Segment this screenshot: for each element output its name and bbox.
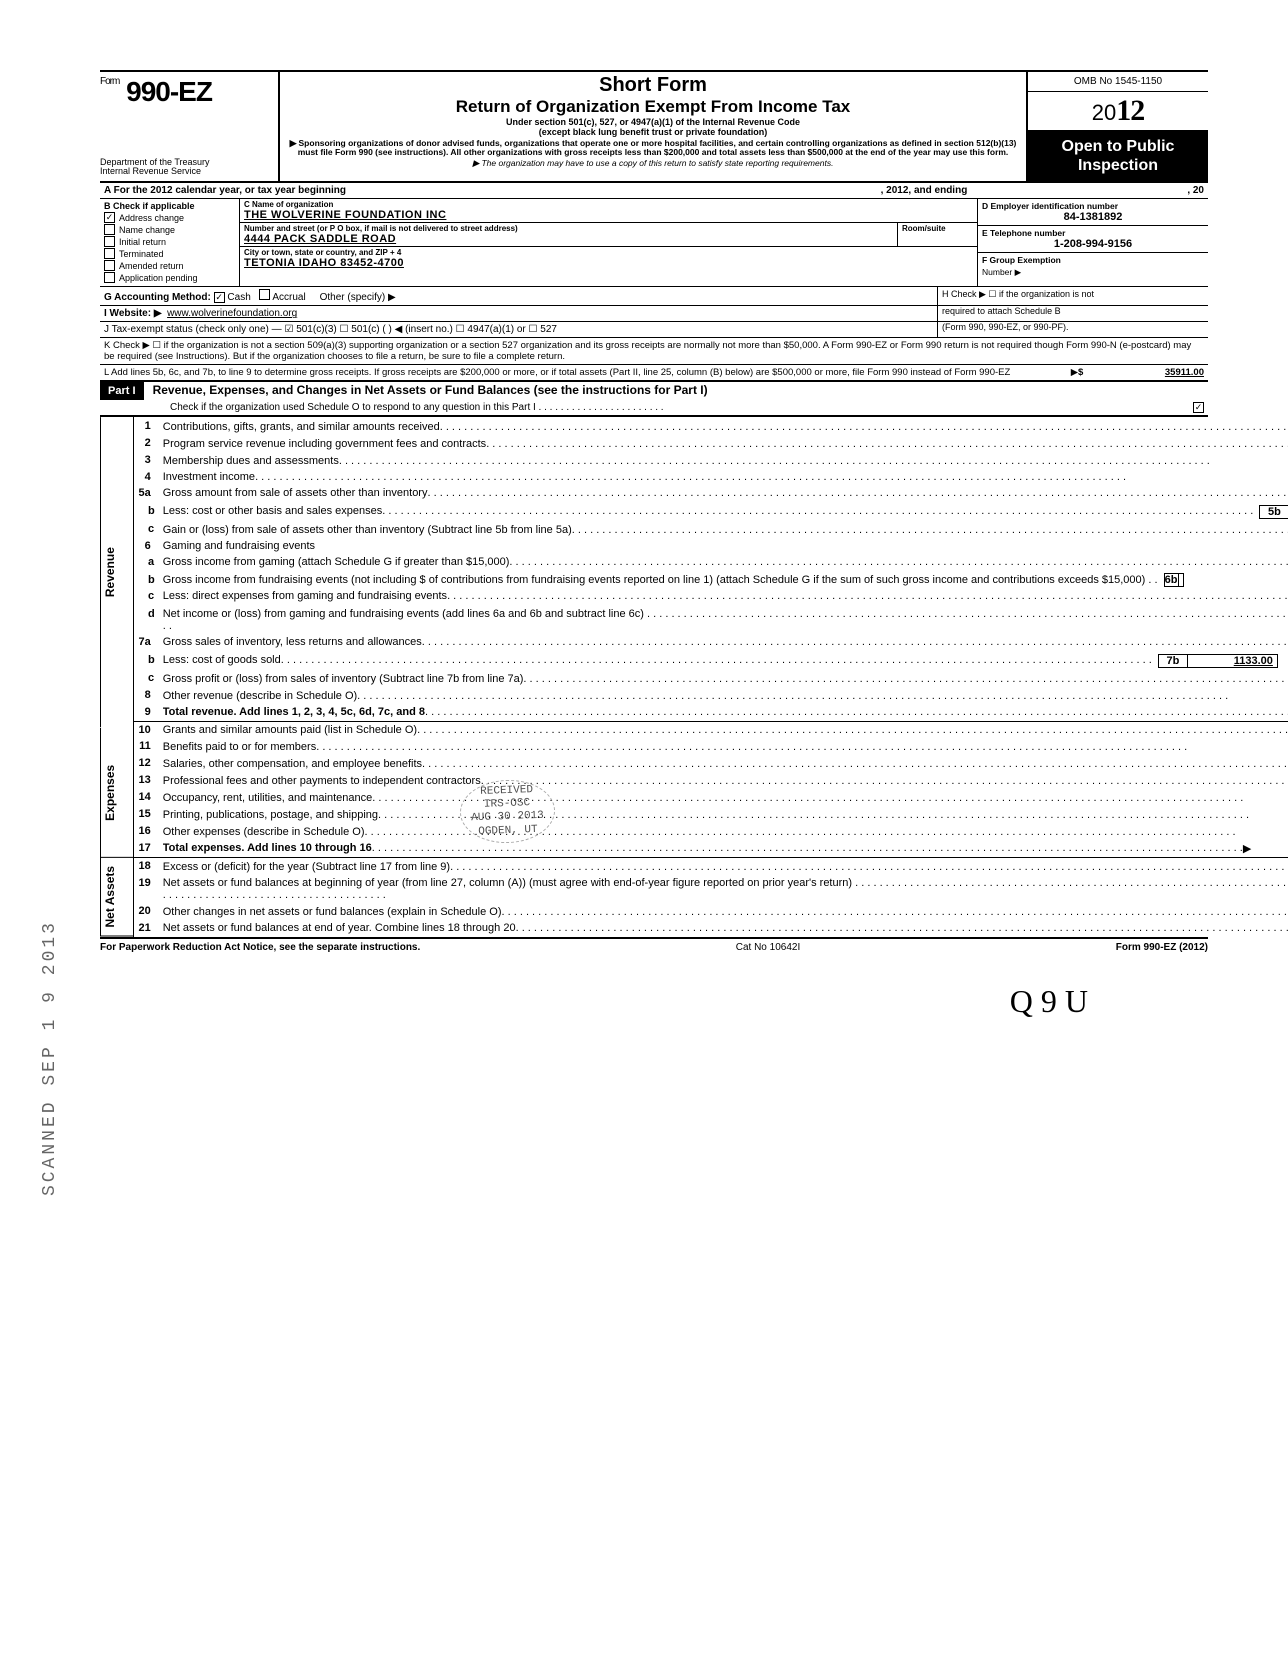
col-b-checkboxes: B Check if applicable ✓Address change Na… — [100, 199, 240, 286]
lbl-l: L Add lines 5b, 6c, and 7b, to line 9 to… — [104, 367, 1058, 378]
org-street: 4444 PACK SADDLE ROAD — [244, 233, 893, 245]
row-gh: G Accounting Method: ✓ Cash Accrual Othe… — [100, 287, 1208, 306]
title-return: Return of Organization Exempt From Incom… — [288, 97, 1018, 117]
side-expenses: Expenses — [100, 728, 133, 858]
chk-pending[interactable] — [104, 272, 115, 283]
row-j: J Tax-exempt status (check only one) — ☑… — [100, 322, 1208, 338]
page-footer: For Paperwork Reduction Act Notice, see … — [100, 937, 1208, 953]
part1-header: Part I Revenue, Expenses, and Changes in… — [100, 382, 1208, 416]
part1-body: Revenue Expenses Net Assets 1Contributio… — [100, 416, 1208, 937]
org-name: THE WOLVERINE FOUNDATION INC — [244, 209, 973, 221]
subtitle-sponsor: Sponsoring organizations of donor advise… — [288, 138, 1018, 159]
amt-l: 35911.00 — [1094, 367, 1204, 378]
col-h2: required to attach Schedule B — [938, 306, 1208, 321]
chk-cash[interactable]: ✓ — [214, 292, 225, 303]
lbl-addr: Number and street (or P O box, if mail i… — [244, 224, 893, 233]
chk-name-change[interactable] — [104, 224, 115, 235]
amt-7b: 1133.00 — [1188, 654, 1278, 668]
footer-left: For Paperwork Reduction Act Notice, see … — [100, 942, 420, 953]
lbl-g: G Accounting Method: — [104, 292, 211, 303]
part1-check-text: Check if the organization used Schedule … — [170, 402, 1187, 413]
lbl-j: J Tax-exempt status (check only one) — ☑… — [100, 322, 938, 337]
row-k: K Check ▶ ☐ if the organization is not a… — [100, 338, 1208, 365]
open-to-public: Open to Public Inspection — [1028, 131, 1208, 181]
chk-schedule-o[interactable]: ✓ — [1193, 402, 1204, 413]
header-mid: Short Form Return of Organization Exempt… — [280, 72, 1028, 181]
b-header: B Check if applicable — [104, 201, 235, 211]
tax-year: 2012 — [1028, 92, 1208, 131]
col-def: D Employer identification number 84-1381… — [978, 199, 1208, 286]
chk-terminated[interactable] — [104, 248, 115, 259]
chk-accrual[interactable] — [259, 289, 270, 300]
lbl-city: City or town, state or country, and ZIP … — [244, 248, 973, 257]
lbl-room: Room/suite — [897, 223, 977, 246]
lbl-f-number: Number ▶ — [982, 267, 1021, 277]
amt-6b — [1179, 573, 1184, 587]
scanned-stamp: SCANNED SEP 1 9 2013 — [40, 920, 60, 1196]
header-left: Form 990-EZ Department of the Treasury I… — [100, 72, 280, 181]
part1-title: Revenue, Expenses, and Changes in Net As… — [147, 379, 714, 401]
subtitle-code: Under section 501(c), 527, or 4947(a)(1)… — [288, 117, 1018, 127]
chk-address-change[interactable]: ✓ — [104, 212, 115, 223]
val-website: www.wolverinefoundation.org — [167, 308, 297, 319]
dept-irs: Internal Revenue Service — [100, 167, 272, 177]
header-right: OMB No 1545-1150 2012 Open to Public Ins… — [1028, 72, 1208, 181]
form-label: Form — [100, 76, 119, 87]
side-netassets: Net Assets — [100, 857, 133, 937]
col-h3: (Form 990, 990-EZ, or 990-PF). — [938, 322, 1208, 337]
form-number: 990-EZ — [126, 76, 212, 107]
footer-right: Form 990-EZ (2012) — [1116, 942, 1208, 953]
lbl-e-phone: E Telephone number — [982, 228, 1204, 238]
year-prefix: 20 — [1092, 100, 1116, 125]
received-stamp: RECEIVED IRS-OSC AUG 30 2013 OGDEN, UT — [459, 778, 556, 844]
omb-number: OMB No 1545-1150 — [1028, 72, 1208, 92]
col-h: H Check ▶ ☐ if the organization is not — [938, 287, 1208, 305]
lbl-i: I Website: ▶ — [104, 308, 162, 319]
part1-table: 1Contributions, gifts, grants, and simil… — [134, 417, 1288, 937]
val-phone: 1-208-994-9156 — [982, 238, 1204, 250]
org-city: TETONIA IDAHO 83452-4700 — [244, 257, 973, 269]
identity-block: B Check if applicable ✓Address change Na… — [100, 199, 1208, 287]
row-a-tax-year: A For the 2012 calendar year, or tax yea… — [100, 183, 1208, 199]
col-c-name: C Name of organization THE WOLVERINE FOU… — [240, 199, 978, 286]
form-header: Form 990-EZ Department of the Treasury I… — [100, 70, 1208, 183]
title-short-form: Short Form — [288, 74, 1018, 97]
handwritten-note: Q 9 U — [100, 983, 1208, 1020]
lbl-f-group: F Group Exemption — [982, 255, 1061, 265]
subtitle-except: (except black lung benefit trust or priv… — [288, 127, 1018, 137]
chk-initial-return[interactable] — [104, 236, 115, 247]
lbl-c: C Name of organization — [244, 200, 973, 209]
year-suffix: 12 — [1116, 94, 1144, 127]
chk-amended[interactable] — [104, 260, 115, 271]
val-ein: 84-1381892 — [982, 211, 1204, 223]
row-i: I Website: ▶ www.wolverinefoundation.org… — [100, 306, 1208, 322]
subtitle-note: The organization may have to use a copy … — [288, 158, 1018, 169]
footer-mid: Cat No 10642I — [736, 942, 801, 953]
part1-label: Part I — [100, 382, 144, 400]
side-revenue: Revenue — [100, 417, 133, 727]
lbl-d-ein: D Employer identification number — [982, 201, 1204, 211]
